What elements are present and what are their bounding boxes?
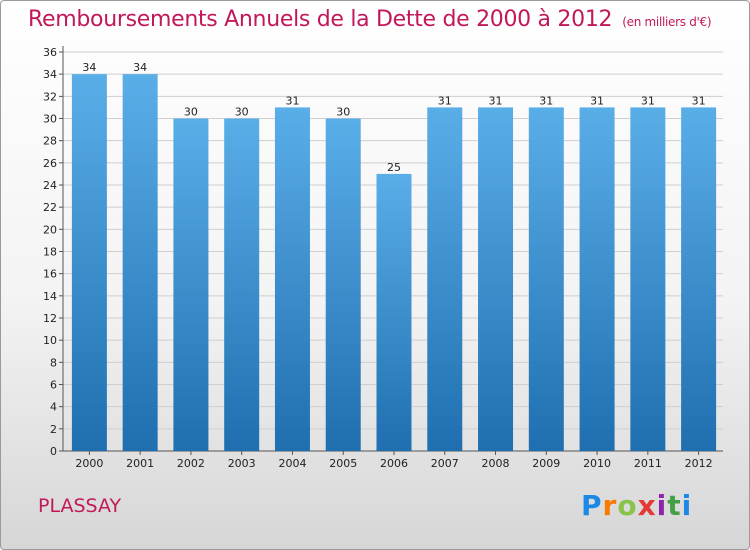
- x-tick-label: 2011: [634, 457, 662, 470]
- proxiti-logo: Proxiti: [581, 489, 692, 522]
- bar-value-label: 30: [336, 106, 350, 119]
- bar: [579, 107, 615, 452]
- bars: [71, 74, 717, 452]
- logo-letter: t: [667, 489, 682, 522]
- chart-subtitle: (en milliers d'€): [622, 15, 712, 29]
- x-tick-label: 2001: [126, 457, 154, 470]
- chart-title: Remboursements Annuels de la Dette de 20…: [28, 7, 712, 32]
- y-tick-label: 36: [43, 46, 57, 59]
- y-tick-label: 10: [43, 334, 57, 347]
- logo-letter: r: [602, 489, 618, 522]
- bar: [173, 118, 209, 451]
- bar: [274, 107, 310, 452]
- y-tick-label: 28: [43, 135, 57, 148]
- bar-value-label: 30: [235, 106, 249, 119]
- x-tick-label: 2007: [431, 457, 459, 470]
- logo-letter: x: [637, 489, 657, 522]
- labels: 0246810121416182022242628303234363420003…: [43, 46, 713, 470]
- y-tick-label: 8: [50, 356, 57, 369]
- logo-letter: o: [617, 489, 638, 522]
- bar-value-label: 31: [590, 94, 604, 107]
- y-tick-label: 16: [43, 268, 57, 281]
- bar: [427, 107, 463, 452]
- x-tick-label: 2002: [177, 457, 205, 470]
- x-tick-label: 2005: [329, 457, 357, 470]
- x-tick-label: 2012: [685, 457, 713, 470]
- y-tick-label: 30: [43, 113, 57, 126]
- y-tick-label: 32: [43, 90, 57, 103]
- y-tick-label: 20: [43, 223, 57, 236]
- bar: [681, 107, 717, 452]
- chart-title-text: Remboursements Annuels de la Dette de 20…: [28, 7, 613, 32]
- x-tick-label: 2003: [228, 457, 256, 470]
- bar: [528, 107, 564, 452]
- y-tick-label: 26: [43, 157, 57, 170]
- bar: [630, 107, 666, 452]
- bar-value-label: 34: [133, 61, 147, 74]
- x-tick-label: 2006: [380, 457, 408, 470]
- logo-letter: P: [581, 489, 603, 522]
- y-tick-label: 24: [43, 179, 57, 192]
- logo-letter: i: [681, 489, 693, 522]
- y-tick-label: 14: [43, 290, 57, 303]
- place-name: PLASSAY: [38, 495, 122, 517]
- y-tick-label: 6: [50, 379, 57, 392]
- y-tick-label: 22: [43, 201, 57, 214]
- y-tick-label: 0: [50, 445, 57, 458]
- bar-value-label: 31: [692, 94, 706, 107]
- bar: [224, 118, 260, 451]
- x-tick-label: 2000: [75, 457, 103, 470]
- x-tick-label: 2009: [532, 457, 560, 470]
- bar-value-label: 31: [438, 94, 452, 107]
- y-tick-label: 18: [43, 246, 57, 259]
- bar-value-label: 31: [489, 94, 503, 107]
- bar-value-label: 34: [82, 61, 96, 74]
- y-tick-label: 4: [50, 401, 57, 414]
- bar: [325, 118, 361, 451]
- bar: [122, 74, 158, 452]
- y-tick-label: 2: [50, 423, 57, 436]
- logo-letter: i: [656, 489, 668, 522]
- bar-value-label: 31: [285, 94, 299, 107]
- y-tick-label: 34: [43, 68, 57, 81]
- y-tick-label: 12: [43, 312, 57, 325]
- bar-value-label: 31: [641, 94, 655, 107]
- bar: [478, 107, 514, 452]
- bar-value-label: 30: [184, 106, 198, 119]
- x-tick-label: 2004: [278, 457, 306, 470]
- bar: [376, 173, 412, 451]
- bar-value-label: 31: [539, 94, 553, 107]
- bar: [71, 74, 107, 452]
- bar-value-label: 25: [387, 161, 401, 174]
- x-tick-label: 2008: [482, 457, 510, 470]
- x-tick-label: 2010: [583, 457, 611, 470]
